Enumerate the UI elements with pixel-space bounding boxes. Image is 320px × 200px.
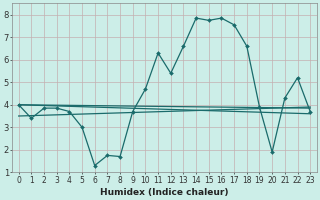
X-axis label: Humidex (Indice chaleur): Humidex (Indice chaleur) (100, 188, 229, 197)
